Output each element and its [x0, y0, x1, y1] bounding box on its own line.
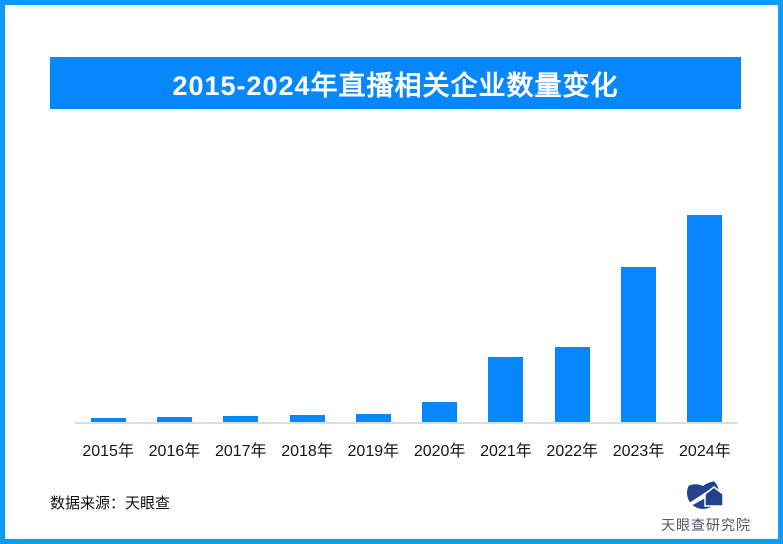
bar-2015年: [90, 418, 126, 422]
title-banner: 2015-2024年直播相关企业数量变化: [50, 57, 741, 109]
bar-chart: 2015年 2016年 2017年 2018年 2019年 2020年 2021年 2022年…: [75, 135, 738, 461]
bar-slot: [274, 415, 340, 422]
bar-slot: [539, 347, 605, 422]
bar-2022年: [554, 347, 590, 422]
x-axis-label: 2022年: [546, 443, 599, 460]
brand-logo: 天眼查研究院: [660, 473, 752, 535]
bar-2021年: [488, 357, 524, 422]
x-axis-label: 2018年: [281, 443, 333, 460]
data-source-note: 数据来源：天眼查: [50, 495, 171, 512]
bar-slot: [406, 402, 472, 422]
brand-logo-label: 天眼查研究院: [661, 517, 751, 533]
bar-slot: [340, 414, 406, 422]
x-axis-label: 2023年: [612, 443, 665, 460]
bar-slot: [672, 215, 738, 422]
x-axis-label: 2020年: [413, 443, 466, 460]
x-axis-label: 2017年: [214, 443, 267, 460]
bar-slot: [473, 357, 539, 422]
x-axis-label: 2019年: [347, 443, 400, 460]
page-title: 2015-2024年直播相关企业数量变化: [172, 70, 619, 101]
bar-2020年: [422, 402, 458, 422]
bar-2016年: [156, 417, 192, 422]
bar-slot: [605, 267, 671, 422]
x-axis-labels: 2015年 2016年 2017年 2018年 2019年 2020年 2021年 2022年…: [75, 424, 738, 461]
bar-2023年: [621, 267, 657, 422]
x-axis-label: 2015年: [82, 443, 134, 460]
bar-2024年: [687, 215, 723, 422]
bar-2019年: [355, 414, 391, 422]
bar-2018年: [289, 415, 325, 422]
bar-slot: [208, 416, 274, 422]
bar-2017年: [223, 416, 259, 422]
tianyancha-logo-icon: [686, 475, 729, 509]
x-axis-label: 2016年: [148, 443, 201, 460]
x-axis-label: 2024年: [679, 443, 731, 460]
chart-plot-area: [75, 135, 738, 424]
bar-slot: [75, 418, 141, 422]
bar-slot: [141, 417, 207, 422]
x-axis-label: 2021年: [480, 443, 532, 460]
